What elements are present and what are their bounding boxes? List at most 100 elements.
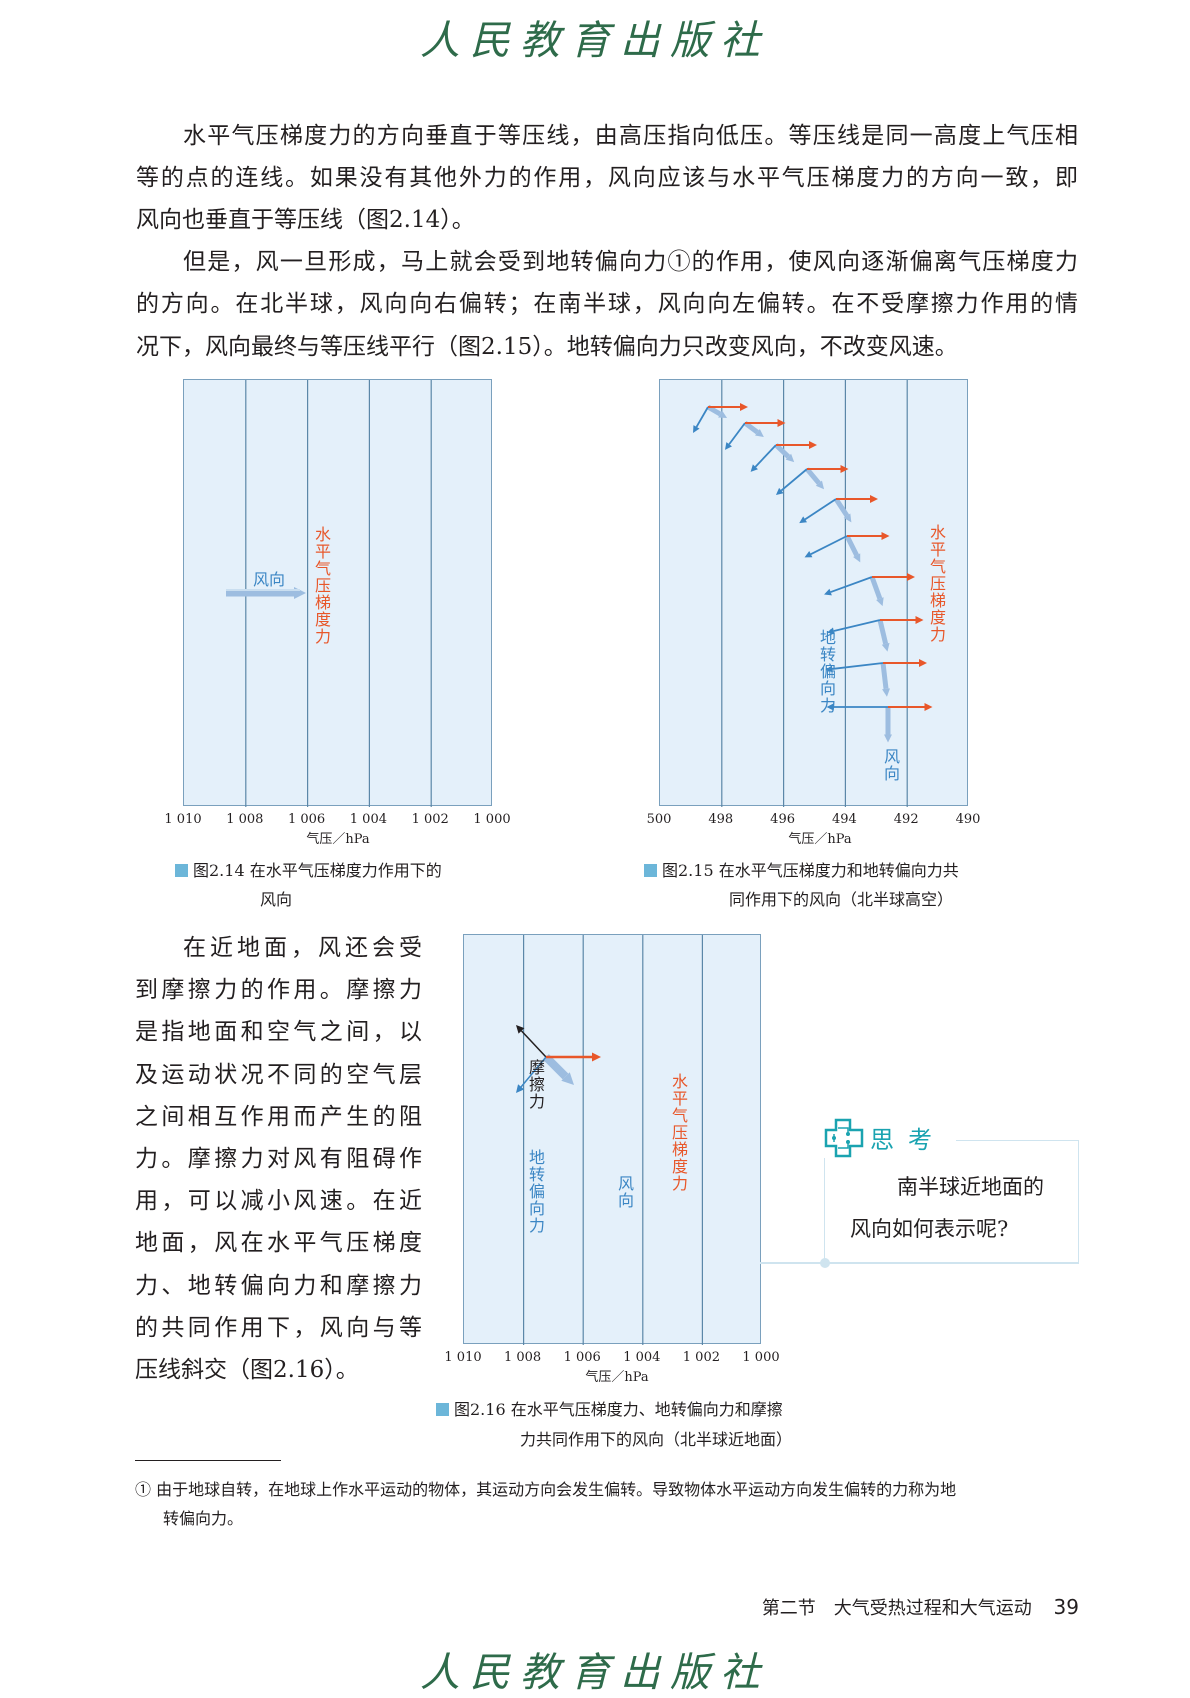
pgf-label: 水平气压梯度力: [669, 1073, 688, 1192]
figure-2-16-caption: 图2.16 在水平气压梯度力、地转偏向力和摩擦: [436, 1395, 783, 1425]
side-line: 在近地面，风还会受: [183, 935, 422, 961]
tick-label: 1 000: [742, 1350, 780, 1365]
wind-arrow-head: [718, 410, 728, 418]
coriolis-arrow: [832, 662, 884, 670]
tick-label: 1 004: [623, 1350, 661, 1365]
wind-arrow-head: [876, 597, 884, 607]
pgf-arrow-head: [840, 465, 849, 473]
coriolis-arrow: [804, 498, 837, 521]
tick-label: 1 006: [287, 812, 326, 827]
tick-label: 1 010: [164, 812, 202, 827]
pgf-arrow-head: [915, 616, 924, 624]
wind-arrow-head: [755, 429, 764, 438]
body-line: 等的点的连线。如果没有其他外力的作用，风向应该与水平气压梯度力的方向一致，即: [136, 165, 1078, 191]
body-line: 但是，风一旦形成，马上就会受到地转偏向力①的作用，使风向逐渐偏离气压梯度力: [183, 249, 1078, 275]
think-title-text: 思考: [870, 1126, 946, 1154]
figure-2-16-caption-cont: 力共同作用下的风向（北半球近地面）: [520, 1430, 793, 1449]
body-line: 的方向。在北半球，风向向右偏转；在南半球，风向向左偏转。在不受摩擦力作用的情: [136, 291, 1078, 317]
pgf-arrow-head: [907, 573, 915, 581]
coriolis-arrow-head: [826, 703, 834, 711]
caption-marker-icon: [175, 864, 188, 877]
pgf-arrow-head: [881, 532, 890, 540]
side-line: 地面，风在水平气压梯度: [135, 1230, 422, 1257]
coriolis-arrow: [830, 576, 873, 593]
tick-label: 1 002: [682, 1350, 720, 1365]
wind-arrow-head: [815, 480, 825, 490]
wind-arrow: [805, 467, 821, 485]
tick-label: 494: [831, 812, 857, 827]
side-line: 力、地转偏向力和摩擦力: [135, 1272, 422, 1299]
axis-label: 气压／hPa: [788, 832, 852, 847]
figure-2-15-caption-cont: 同作用下的风向（北半球高空）: [729, 890, 954, 909]
tick-label: 1 000: [473, 812, 511, 827]
publisher-logo-top: 人民教育出版社: [420, 18, 770, 64]
wind-arrow: [774, 443, 791, 459]
side-line: 力。摩擦力对风有阻碍作: [135, 1146, 422, 1172]
figure-2-14-caption: 图2.14 在水平气压梯度力作用下的: [175, 856, 442, 886]
figure-2-15-isobar-diagram: 水平气压梯度力 地转偏向力 风向: [659, 379, 968, 807]
think-question-line: 南半球近地面的: [897, 1175, 1044, 1199]
pgf-arrow-head: [777, 419, 786, 427]
pgf-arrow-head: [919, 659, 927, 667]
tick-label: 1 004: [349, 812, 387, 827]
wind-arrow-head: [294, 587, 306, 599]
wind-arrow: [869, 576, 883, 600]
caption-marker-icon: [644, 864, 657, 877]
wind-arrow-head: [785, 453, 795, 463]
side-line: 压线斜交（图2.16）。: [135, 1357, 359, 1383]
pgf-label: 水平气压梯度力: [927, 524, 946, 643]
coriolis-arrow-head: [824, 588, 832, 596]
page-number: 39: [1053, 1595, 1079, 1619]
tick-label: 1 008: [503, 1350, 542, 1365]
friction-arrow: [520, 1030, 547, 1058]
axis-label: 气压／hPa: [585, 1370, 649, 1385]
coriolis-arrow-head: [516, 1084, 525, 1093]
coriolis-arrow-head: [825, 665, 833, 673]
figure-2-16-isobar-diagram: 摩擦力 地转偏向力 风向 水平气压梯度力: [463, 934, 761, 1345]
footnote-line: 转偏向力。: [163, 1509, 244, 1528]
wind-arrow-head: [882, 688, 890, 697]
wind-arrow: [743, 420, 759, 435]
coriolis-arrow-head: [693, 425, 700, 433]
friction-arrow-head: [516, 1025, 525, 1034]
coriolis-arrow: [810, 535, 848, 555]
coriolis-arrow: [833, 619, 881, 632]
coriolis-arrow: [780, 468, 808, 492]
pgf-arrow-head: [592, 1052, 601, 1062]
figure-2-15-caption: 图2.15 在水平气压梯度力和地转偏向力共: [644, 856, 959, 886]
wind-label: 风向: [881, 748, 900, 782]
publisher-logo-bottom: 人民教育出版社: [420, 1650, 770, 1696]
think-puzzle-icon: [824, 1118, 864, 1158]
pgf-arrow-head: [809, 441, 817, 449]
tick-label: 1 006: [563, 1350, 601, 1365]
coriolis-arrow-head: [804, 551, 813, 558]
tick-label: 490: [955, 812, 981, 827]
tick-label: 1 010: [444, 1350, 482, 1365]
pgf-arrow-head: [924, 703, 933, 711]
axis-label: 气压／hPa: [306, 832, 370, 847]
caption-line: 图2.16 在水平气压梯度力、地转偏向力和摩擦: [454, 1400, 783, 1419]
wind-arrow: [877, 619, 889, 645]
coriolis-arrow: [695, 406, 709, 428]
figure-2-14-arrows: [226, 380, 432, 807]
wind-arrow: [543, 1054, 569, 1080]
tick-label: 498: [708, 812, 734, 827]
coriolis-arrow: [728, 422, 746, 445]
coriolis-label: 地转偏向力: [817, 629, 836, 714]
wind-arrow: [844, 534, 859, 557]
section-title: 第二节 大气受热过程和大气运动: [761, 1598, 1032, 1619]
think-box: [824, 1140, 1079, 1264]
footnote-rule: [135, 1460, 281, 1461]
coriolis-label: 地转偏向力: [526, 1149, 545, 1234]
wind-arrow-head: [884, 734, 892, 743]
page-footer: 第二节 大气受热过程和大气运动 39: [762, 1594, 1079, 1620]
caption-marker-icon: [436, 1403, 449, 1416]
pgf-label: 水平气压梯度力: [312, 526, 331, 645]
friction-label: 摩擦力: [526, 1059, 545, 1110]
figure-2-16-arrows: [516, 935, 703, 1345]
wind-arrow-head: [853, 553, 861, 563]
coriolis-arrow-head: [775, 487, 784, 496]
wind-arrow: [833, 497, 850, 518]
coriolis-arrow: [520, 1056, 547, 1088]
caption-line: 图2.15 在水平气压梯度力和地转偏向力共: [662, 861, 959, 880]
